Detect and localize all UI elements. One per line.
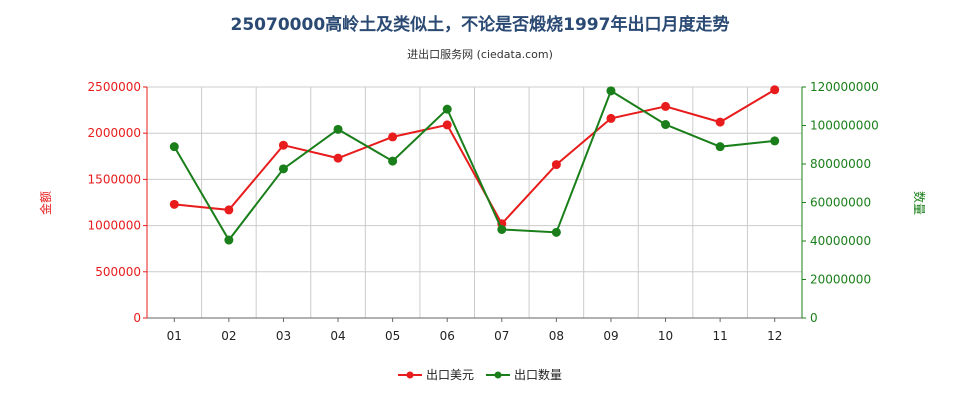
quantity-point bbox=[333, 124, 343, 134]
legend-amount-label[interactable]: 出口美元 bbox=[426, 368, 474, 382]
quantity-point bbox=[388, 156, 398, 166]
legend: 出口美元 出口数量 bbox=[398, 367, 562, 382]
x-tick-label: 03 bbox=[276, 329, 291, 343]
right-axis-ticks: 0 20000000 40000000 60000000 80000000 1000000… bbox=[802, 80, 879, 325]
x-tick-label: 12 bbox=[767, 329, 782, 343]
amount-point bbox=[661, 101, 671, 111]
amount-point bbox=[278, 140, 288, 150]
series-quantity-line bbox=[173, 89, 775, 242]
right-tick-label: 20000000 bbox=[810, 273, 871, 287]
right-tick-label: 40000000 bbox=[810, 234, 871, 248]
quantity-point bbox=[442, 104, 452, 114]
left-tick-label: 2500000 bbox=[88, 80, 141, 94]
left-tick-label: 1000000 bbox=[88, 219, 141, 233]
quantity-point bbox=[278, 164, 288, 174]
quantity-point bbox=[770, 136, 780, 146]
legend-quantity-label[interactable]: 出口数量 bbox=[514, 367, 562, 382]
quantity-point bbox=[169, 142, 179, 152]
grid-lines bbox=[147, 86, 803, 319]
x-tick-label: 02 bbox=[221, 329, 236, 343]
x-tick-label: 07 bbox=[494, 329, 509, 343]
amount-point bbox=[388, 132, 398, 142]
amount-point bbox=[606, 113, 616, 123]
amount-point bbox=[442, 120, 452, 130]
quantity-point bbox=[224, 235, 234, 245]
left-tick-label: 0 bbox=[133, 311, 141, 325]
amount-point bbox=[224, 205, 234, 215]
left-axis-ticks: 0 500000 1000000 1500000 2000000 2500000 bbox=[88, 80, 147, 325]
x-tick-label: 06 bbox=[440, 329, 455, 343]
left-tick-label: 500000 bbox=[95, 265, 141, 279]
amount-point bbox=[333, 153, 343, 163]
left-tick-label: 1500000 bbox=[88, 172, 141, 186]
x-tick-label: 04 bbox=[330, 329, 345, 343]
left-axis-label: 金额 bbox=[38, 191, 53, 215]
amount-point bbox=[551, 160, 561, 170]
amount-point bbox=[715, 117, 725, 127]
x-tick-label: 11 bbox=[712, 329, 727, 343]
chart-subtitle: 进出口服务网 (ciedata.com) bbox=[407, 48, 553, 61]
quantity-point bbox=[606, 86, 616, 96]
quantity-point bbox=[497, 224, 507, 234]
right-tick-label: 80000000 bbox=[810, 157, 871, 171]
amount-point bbox=[770, 85, 780, 95]
series-layer bbox=[169, 85, 780, 245]
right-tick-label: 120000000 bbox=[810, 80, 879, 94]
quantity-point bbox=[715, 142, 725, 152]
right-tick-label: 60000000 bbox=[810, 196, 871, 210]
quantity-point bbox=[661, 120, 671, 130]
legend-amount-marker bbox=[406, 371, 414, 379]
right-tick-label: 100000000 bbox=[810, 119, 879, 133]
quantity-point bbox=[551, 227, 561, 237]
left-tick-label: 2000000 bbox=[88, 126, 141, 140]
x-tick-label: 09 bbox=[603, 329, 618, 343]
x-tick-label: 05 bbox=[385, 329, 400, 343]
x-tick-label: 08 bbox=[549, 329, 564, 343]
legend-quantity-marker bbox=[494, 371, 502, 379]
x-tick-label: 10 bbox=[658, 329, 673, 343]
right-tick-label: 0 bbox=[810, 311, 818, 325]
series-amount-line bbox=[174, 88, 776, 226]
right-axis-label: 数量 bbox=[912, 191, 927, 215]
amount-point bbox=[169, 199, 179, 209]
chart-title: 25070000高岭土及类似土，不论是否煅烧1997年出口月度走势 bbox=[230, 15, 730, 35]
x-tick-label: 01 bbox=[167, 329, 182, 343]
x-axis-ticks: 01 02 03 04 05 06 07 08 09 10 11 12 bbox=[167, 318, 782, 343]
